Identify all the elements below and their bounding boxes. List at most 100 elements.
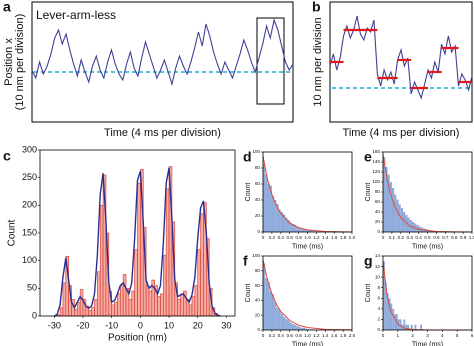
y-axis-label: (10 nm per division) <box>14 14 26 111</box>
x-tick-label: 0.2 <box>269 235 276 240</box>
x-tick-label: -30 <box>48 320 61 330</box>
y-tick-label: 0 <box>257 327 260 332</box>
hist-bar <box>307 230 310 232</box>
y-tick-label: 120 <box>372 169 380 174</box>
hist-bar <box>300 327 304 330</box>
hist-bar <box>289 322 292 330</box>
hist-bar <box>177 299 181 317</box>
hist-bar <box>303 228 306 232</box>
x-tick-label: 0.4 <box>278 333 285 338</box>
hist-bar <box>117 293 121 317</box>
hist-bar <box>407 324 409 330</box>
y-tick-label: 200 <box>22 200 37 210</box>
hist-bar <box>79 289 84 317</box>
x-tick-label: 1.4 <box>322 235 329 240</box>
y-tick-label: 0 <box>377 229 380 234</box>
y-tick-label: 140 <box>372 159 380 164</box>
hist-bar <box>396 199 399 232</box>
y-tick-label: 150 <box>22 227 37 237</box>
hist-bar <box>137 182 141 317</box>
hist-bar <box>298 227 301 232</box>
x-tick-label: 2.0 <box>349 235 356 240</box>
trace <box>329 15 473 100</box>
y-tick-label: 40 <box>375 209 381 214</box>
hist-bar <box>163 254 167 317</box>
zoom-box <box>256 17 285 105</box>
x-tick-label: 1.8 <box>340 235 347 240</box>
hist-bar <box>300 228 304 232</box>
x-tick-label: 0.9 <box>460 235 467 240</box>
y-tick-label: 8 <box>377 285 380 290</box>
x-tick-label: 2.0 <box>349 333 356 338</box>
x-tick-label: 0.3 <box>407 235 414 240</box>
hist-bar <box>122 274 127 317</box>
x-tick-label: 0.6 <box>433 235 440 240</box>
hist-bar <box>274 200 277 232</box>
hist-bar <box>294 224 297 232</box>
hist-bar <box>305 229 308 232</box>
hist-bar <box>405 324 408 330</box>
hist-bar <box>285 318 288 330</box>
hist-bar <box>398 204 401 232</box>
y-axis-label: Position x <box>3 38 15 86</box>
x-tick-label: 30 <box>221 320 231 330</box>
x-tick-label: 0 <box>382 235 385 240</box>
hist-bar <box>309 230 312 232</box>
y-tick-label: 14 <box>375 253 381 258</box>
y-tick-label: 0 <box>32 310 37 320</box>
hist-bar <box>414 324 417 330</box>
y-tick-label: 20 <box>255 312 261 317</box>
hist-bar <box>99 205 104 317</box>
hist-bar <box>97 271 101 317</box>
panel-letter: d <box>243 149 252 165</box>
x-tick-label: 0 <box>262 235 265 240</box>
y-tick-label: 80 <box>375 189 381 194</box>
x-tick-label: 1.0 <box>304 235 311 240</box>
x-tick-label: 6 <box>471 333 474 338</box>
y-tick-label: 20 <box>255 213 261 218</box>
hist-bar <box>267 184 270 232</box>
hist-bar <box>385 167 388 232</box>
hist-bar <box>111 304 115 317</box>
x-tick-label: 1.6 <box>331 333 338 338</box>
hist-bar <box>388 298 391 330</box>
fit-curve <box>53 167 221 317</box>
x-tick-label: -20 <box>77 320 90 330</box>
hist-bar <box>287 320 290 330</box>
hist-bar <box>399 319 402 330</box>
x-axis-label: Time (ms) <box>292 341 323 346</box>
x-tick-label: 1.8 <box>340 333 347 338</box>
hist-bar <box>387 174 390 232</box>
y-tick-label: 20 <box>375 219 381 224</box>
hist-bar <box>188 304 193 317</box>
hist-bar <box>269 185 272 232</box>
y-tick-label: 300 <box>22 144 37 154</box>
x-tick-label: 1.0 <box>469 235 474 240</box>
x-axis-label: Time (4 ms per division) <box>343 127 460 139</box>
hist-bar <box>263 164 266 232</box>
hist-bar <box>265 174 268 232</box>
x-tick-label: 0.4 <box>415 235 422 240</box>
hist-bar <box>283 214 286 232</box>
hist-bar <box>76 301 81 317</box>
fit-curve <box>262 155 353 233</box>
x-tick-label: 1 <box>397 333 400 338</box>
hist-bar <box>298 327 301 330</box>
hist-bar <box>276 204 279 232</box>
hist-bar <box>384 282 387 330</box>
hist-bar <box>389 182 392 232</box>
hist-bar <box>94 299 98 317</box>
x-axis-label: Time (ms) <box>412 243 443 250</box>
hist-bar <box>271 196 275 232</box>
x-axis-label: Time (ms) <box>412 341 443 346</box>
hist-bar <box>296 226 299 232</box>
hist-bar <box>145 285 150 317</box>
y-tick-label: 100 <box>252 149 260 154</box>
y-tick-label: 60 <box>255 181 261 186</box>
x-axis-label: Time (ms) <box>292 243 323 250</box>
hist-bar <box>157 296 161 317</box>
hist-bar <box>165 188 170 317</box>
y-tick-label: 4 <box>377 306 380 311</box>
hist-bar <box>62 282 67 317</box>
